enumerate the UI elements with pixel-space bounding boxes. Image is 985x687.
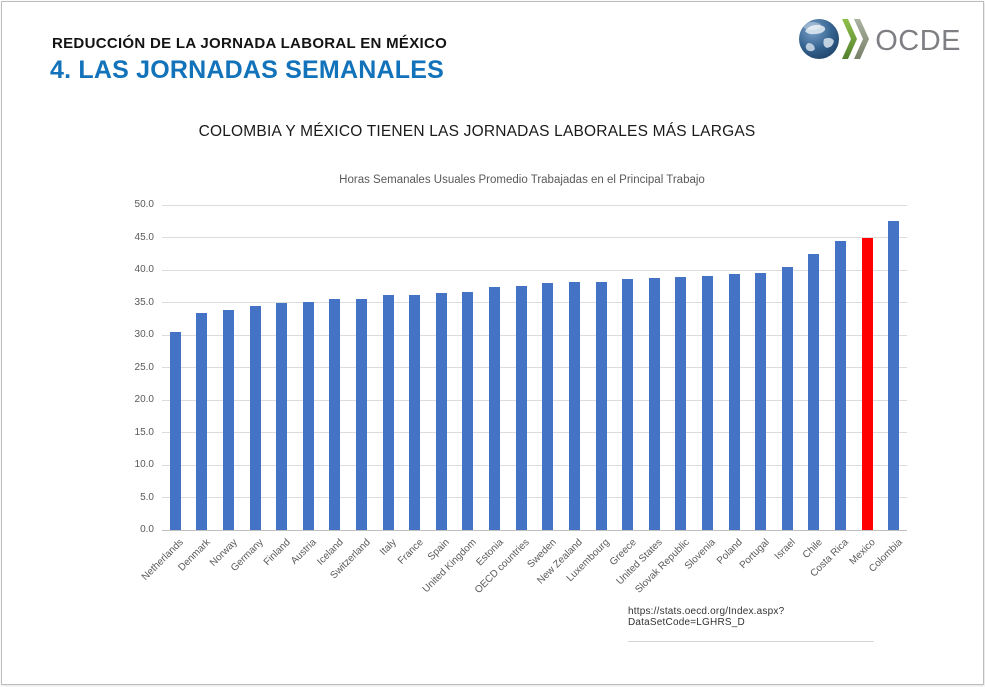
bar-israel [781, 266, 793, 530]
bar-netherlands [169, 332, 181, 530]
bar-iceland [329, 299, 341, 530]
bar-denmark [196, 312, 208, 530]
bar-spain [435, 292, 447, 530]
gridline [162, 497, 907, 498]
y-tick-label: 45.0 [134, 231, 154, 243]
bar-new-zealand [568, 282, 580, 530]
bar-united-states [648, 278, 660, 530]
y-tick-label: 15.0 [134, 426, 154, 438]
bar-united-kingdom [462, 292, 474, 530]
bar-finland [276, 302, 288, 530]
y-tick-label: 25.0 [134, 361, 154, 373]
bar-portugal [755, 273, 767, 530]
y-tick-label: 0.0 [140, 524, 154, 535]
bar-luxembourg [595, 281, 607, 530]
bar-germany [249, 306, 261, 530]
gridline [162, 302, 907, 303]
y-tick-label: 30.0 [134, 329, 154, 340]
chevrons-icon [842, 19, 870, 64]
y-tick-label: 10.0 [134, 459, 154, 470]
x-axis-line [162, 529, 907, 531]
gridline [162, 204, 907, 206]
bar-france [409, 294, 421, 530]
bar-greece [622, 279, 634, 530]
ocde-logo: OCDE [798, 18, 961, 65]
source-url: https://stats.oecd.org/Index.aspx?DataSe… [628, 606, 874, 642]
y-tick-label: 35.0 [134, 296, 154, 308]
logo-text: OCDE [875, 25, 961, 57]
y-tick-label: 20.0 [134, 394, 154, 405]
gridline [162, 432, 907, 433]
y-tick-label: 40.0 [134, 264, 154, 275]
y-tick-label: 5.0 [140, 491, 154, 503]
gridline [162, 464, 907, 466]
bar-chile [808, 254, 820, 530]
bar-mexico [861, 237, 873, 530]
x-tick-label: Netherlands [140, 537, 187, 583]
bar-slovenia [701, 275, 713, 530]
y-tick-label: 50.0 [134, 199, 154, 210]
gridline [162, 399, 907, 401]
gridline [162, 269, 907, 271]
bar-italy [382, 295, 394, 530]
page-title: 4. LAS JORNADAS SEMANALES [50, 56, 444, 84]
bar-colombia [888, 221, 900, 530]
bar-poland [728, 273, 740, 530]
bar-sweden [542, 283, 554, 530]
globe-icon [798, 18, 840, 65]
bar-costa-rica [834, 240, 846, 530]
bar-norway [223, 309, 235, 530]
gridline [162, 237, 907, 238]
slide-kicker: REDUCCIÓN DE LA JORNADA LABORAL EN MÉXIC… [52, 35, 448, 52]
bar-estonia [489, 286, 501, 530]
chart-subtitle: Horas Semanales Usuales Promedio Trabaja… [339, 174, 705, 186]
bar-oecd-countries [515, 285, 527, 530]
gridline [162, 367, 907, 368]
bar-switzerland [356, 298, 368, 530]
chart-title: COLOMBIA Y MÉXICO TIENEN LAS JORNADAS LA… [198, 123, 756, 140]
bar-austria [302, 301, 314, 530]
gridline [162, 334, 907, 336]
bar-slovak-republic [675, 277, 687, 530]
